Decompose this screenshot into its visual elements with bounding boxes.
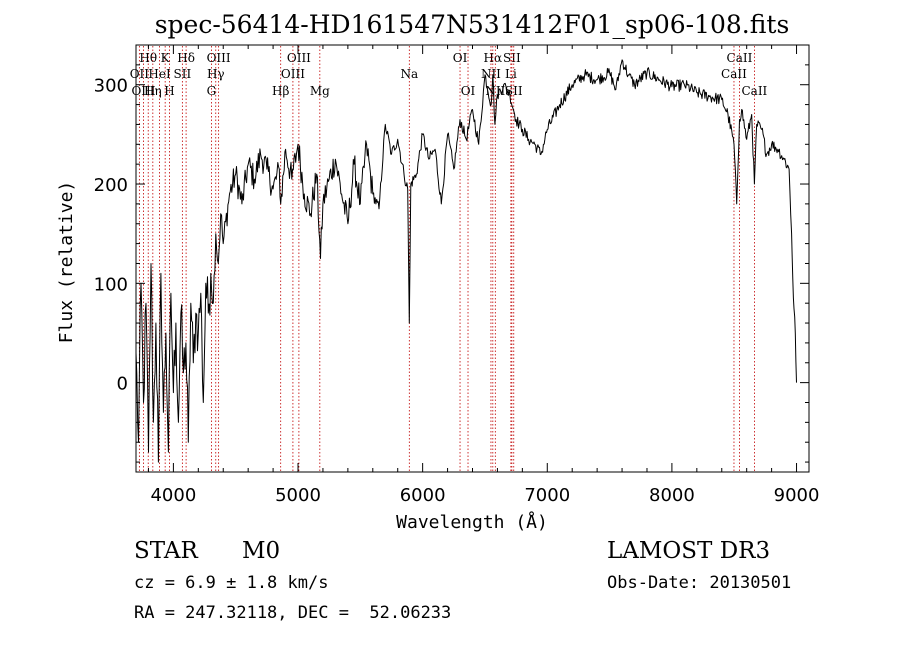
- y-tick-label-0: 0: [117, 374, 128, 395]
- y-axis-label: Flux (relative): [56, 181, 77, 344]
- y-tick-label-2: 200: [94, 175, 128, 196]
- line-marker-label-20: SII: [503, 51, 521, 65]
- chart-title: spec-56414-HD161547N531412F01_sp06-108.f…: [155, 10, 790, 39]
- survey-label: LAMOST DR3: [607, 538, 771, 564]
- line-marker-label-19: Hα: [484, 51, 503, 65]
- y-tick-label-3: 300: [94, 76, 128, 97]
- line-marker-label-5: Hη: [144, 84, 162, 98]
- line-marker-label-2: OIII: [131, 84, 155, 98]
- y-tick-label-1: 100: [94, 274, 128, 295]
- line-marker-label-10: Hγ: [207, 67, 225, 81]
- line-marker-label-3: K: [161, 51, 171, 65]
- object-subclass: M0: [242, 538, 281, 564]
- object-class: STAR: [134, 538, 198, 564]
- series-line-0: [135, 59, 797, 463]
- line-marker-label-4: HeI: [148, 67, 171, 81]
- line-marker-label-16: Na: [400, 67, 418, 81]
- line-marker-label-6: H: [164, 84, 174, 98]
- line-marker-label-23: NII: [485, 84, 505, 98]
- line-marker-label-7: Hδ: [177, 51, 195, 65]
- line-marker-label-22: Li: [505, 67, 517, 81]
- line-marker-label-8: SII: [174, 67, 192, 81]
- x-tick-label-4: 8000: [649, 485, 695, 506]
- redshift-readout: cz = 6.9 ± 1.8 km/s: [134, 573, 329, 593]
- line-marker-label-17: OI: [453, 51, 468, 65]
- x-tick-label-2: 6000: [400, 485, 446, 506]
- line-marker-label-11: G: [207, 84, 217, 98]
- line-marker-label-26: CaII: [721, 67, 747, 81]
- line-marker-label-27: CaII: [741, 84, 767, 98]
- observation-date: Obs-Date: 20130501: [607, 573, 792, 593]
- line-marker-label-1: OII: [130, 67, 150, 81]
- coordinates-readout: RA = 247.32118, DEC = 52.06233: [134, 603, 452, 623]
- line-marker-label-15: Mg: [310, 84, 330, 98]
- line-marker-label-21: NII: [481, 67, 501, 81]
- x-axis-label: Wavelength (Å): [396, 511, 548, 533]
- axis-ticks: 4000 5000 6000 7000 8000 9000 0 100 200 300: [94, 44, 820, 506]
- line-marker-label-0: Hθ: [139, 51, 157, 65]
- line-marker-label-13: OIII: [281, 67, 305, 81]
- line-marker-label-18: OI: [461, 84, 476, 98]
- line-markers: Hθ OII OIII K HeI Hη H Hδ SII OIII Hγ G OIII OIII Hβ Mg…: [130, 46, 768, 471]
- line-marker-label-9: OIII: [207, 51, 231, 65]
- x-tick-label-3: 7000: [524, 485, 570, 506]
- x-tick-label-1: 5000: [275, 485, 321, 506]
- series-layer: [135, 59, 797, 463]
- x-tick-label-0: 4000: [150, 485, 196, 506]
- line-marker-label-25: CaII: [727, 51, 753, 65]
- x-tick-label-5: 9000: [774, 485, 820, 506]
- line-marker-label-14: Hβ: [272, 84, 289, 98]
- line-marker-label-12: OIII: [287, 51, 311, 65]
